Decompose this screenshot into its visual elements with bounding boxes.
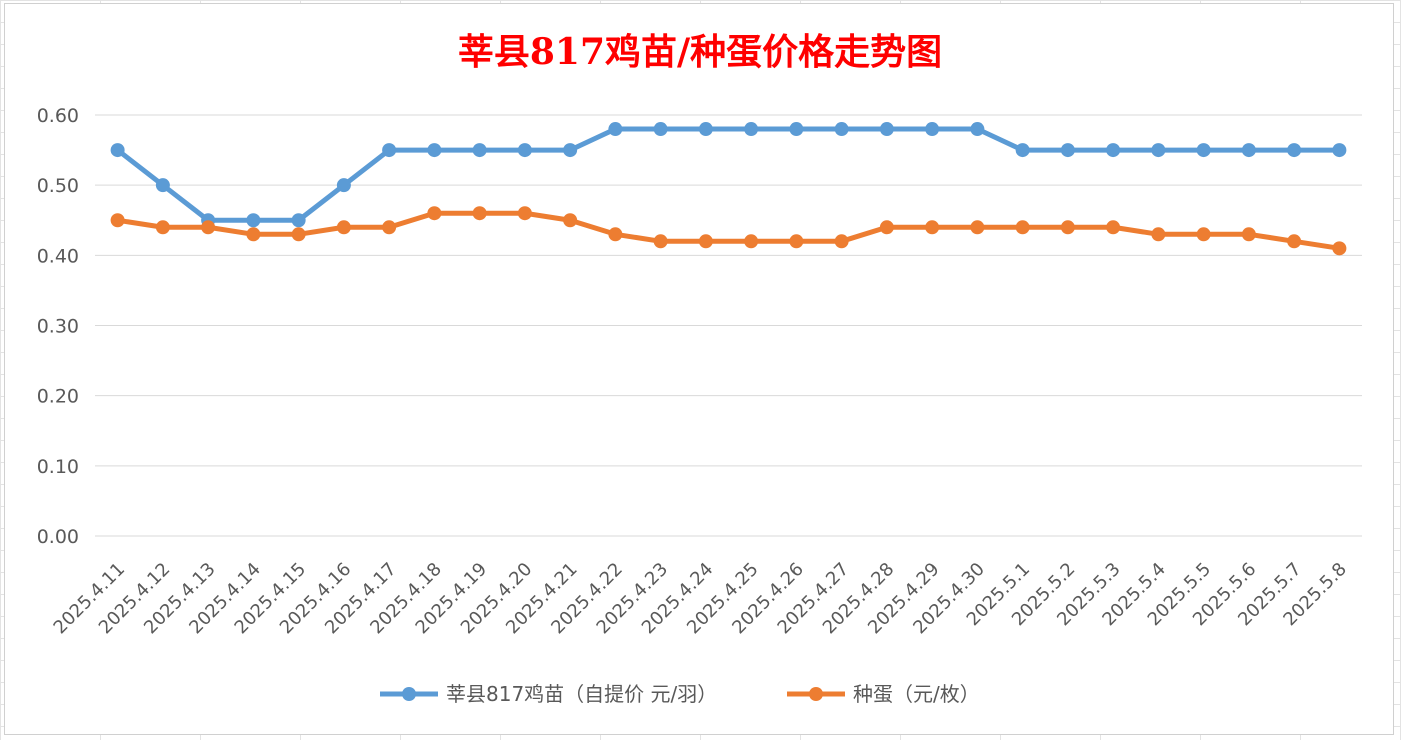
data-point[interactable] <box>246 213 261 228</box>
data-point[interactable] <box>382 143 397 158</box>
data-point[interactable] <box>970 122 985 137</box>
series-line <box>115 126 1342 223</box>
legend-item-2[interactable]: 种蛋（元/枚） <box>787 682 980 706</box>
data-point[interactable] <box>1106 143 1121 158</box>
data-point[interactable] <box>1060 220 1075 235</box>
data-point[interactable] <box>789 122 804 137</box>
data-point[interactable] <box>291 227 306 242</box>
data-point[interactable] <box>834 234 849 249</box>
legend-label: 种蛋（元/枚） <box>853 682 980 706</box>
data-point[interactable] <box>744 122 759 137</box>
data-point[interactable] <box>834 122 849 137</box>
legend-marker <box>809 687 823 701</box>
data-point[interactable] <box>1196 143 1211 158</box>
data-point[interactable] <box>382 220 397 235</box>
data-point[interactable] <box>1241 227 1256 242</box>
y-tick-label: 0.10 <box>37 456 79 478</box>
data-point[interactable] <box>110 143 125 158</box>
data-point[interactable] <box>653 122 668 137</box>
data-point[interactable] <box>563 213 578 228</box>
data-point[interactable] <box>698 234 713 249</box>
data-point[interactable] <box>155 178 170 193</box>
data-point[interactable] <box>1287 234 1302 249</box>
data-point[interactable] <box>336 178 351 193</box>
data-point[interactable] <box>1015 220 1030 235</box>
data-point[interactable] <box>517 206 532 221</box>
y-tick-label: 0.00 <box>37 526 79 548</box>
data-point[interactable] <box>1241 143 1256 158</box>
data-point[interactable] <box>472 206 487 221</box>
data-point[interactable] <box>201 220 216 235</box>
data-point[interactable] <box>925 220 940 235</box>
data-point[interactable] <box>653 234 668 249</box>
data-point[interactable] <box>155 220 170 235</box>
data-point[interactable] <box>879 220 894 235</box>
legend-label: 莘县817鸡苗（自提价 元/羽） <box>446 682 717 706</box>
data-point[interactable] <box>291 213 306 228</box>
x-axis-tick-labels: 2025.4.112025.4.122025.4.132025.4.142025… <box>50 559 1351 639</box>
data-point[interactable] <box>1332 241 1347 256</box>
data-point[interactable] <box>517 143 532 158</box>
series-1 <box>110 122 1347 228</box>
data-point[interactable] <box>789 234 804 249</box>
data-point[interactable] <box>1196 227 1211 242</box>
y-tick-label: 0.30 <box>37 316 79 338</box>
series-line <box>115 210 1342 251</box>
data-point[interactable] <box>608 227 623 242</box>
data-point[interactable] <box>1060 143 1075 158</box>
line-chart: 莘县817鸡苗/种蛋价格走势图 0.00 0.10 0.20 0.30 0.40 0.50… <box>37 31 1362 706</box>
data-point[interactable] <box>246 227 261 242</box>
data-point[interactable] <box>1106 220 1121 235</box>
data-point[interactable] <box>1332 143 1347 158</box>
data-point[interactable] <box>1151 227 1166 242</box>
y-axis-tick-labels: 0.00 0.10 0.20 0.30 0.40 0.50 0.60 <box>37 105 79 548</box>
data-point[interactable] <box>472 143 487 158</box>
legend-marker <box>402 687 416 701</box>
data-point[interactable] <box>1015 143 1030 158</box>
data-point[interactable] <box>970 220 985 235</box>
data-point[interactable] <box>925 122 940 137</box>
y-tick-label: 0.20 <box>37 386 79 408</box>
data-point[interactable] <box>1151 143 1166 158</box>
data-point[interactable] <box>427 143 442 158</box>
series-lines <box>110 122 1347 256</box>
data-point[interactable] <box>427 206 442 221</box>
legend[interactable]: 莘县817鸡苗（自提价 元/羽） 种蛋（元/枚） <box>380 682 980 706</box>
gridlines <box>95 114 1362 537</box>
chart-area[interactable]: 莘县817鸡苗/种蛋价格走势图 0.00 0.10 0.20 0.30 0.40 0.50… <box>4 3 1394 735</box>
legend-item-1[interactable]: 莘县817鸡苗（自提价 元/羽） <box>380 682 717 706</box>
data-point[interactable] <box>110 213 125 228</box>
data-point[interactable] <box>608 122 623 137</box>
y-tick-label: 0.60 <box>37 105 79 127</box>
data-point[interactable] <box>879 122 894 137</box>
y-tick-label: 0.50 <box>37 175 79 197</box>
series-2 <box>110 206 1347 256</box>
data-point[interactable] <box>698 122 713 137</box>
data-point[interactable] <box>744 234 759 249</box>
chart-title: 莘县817鸡苗/种蛋价格走势图 <box>458 31 942 73</box>
data-point[interactable] <box>1287 143 1302 158</box>
data-point[interactable] <box>563 143 578 158</box>
data-point[interactable] <box>336 220 351 235</box>
y-tick-label: 0.40 <box>37 245 79 267</box>
